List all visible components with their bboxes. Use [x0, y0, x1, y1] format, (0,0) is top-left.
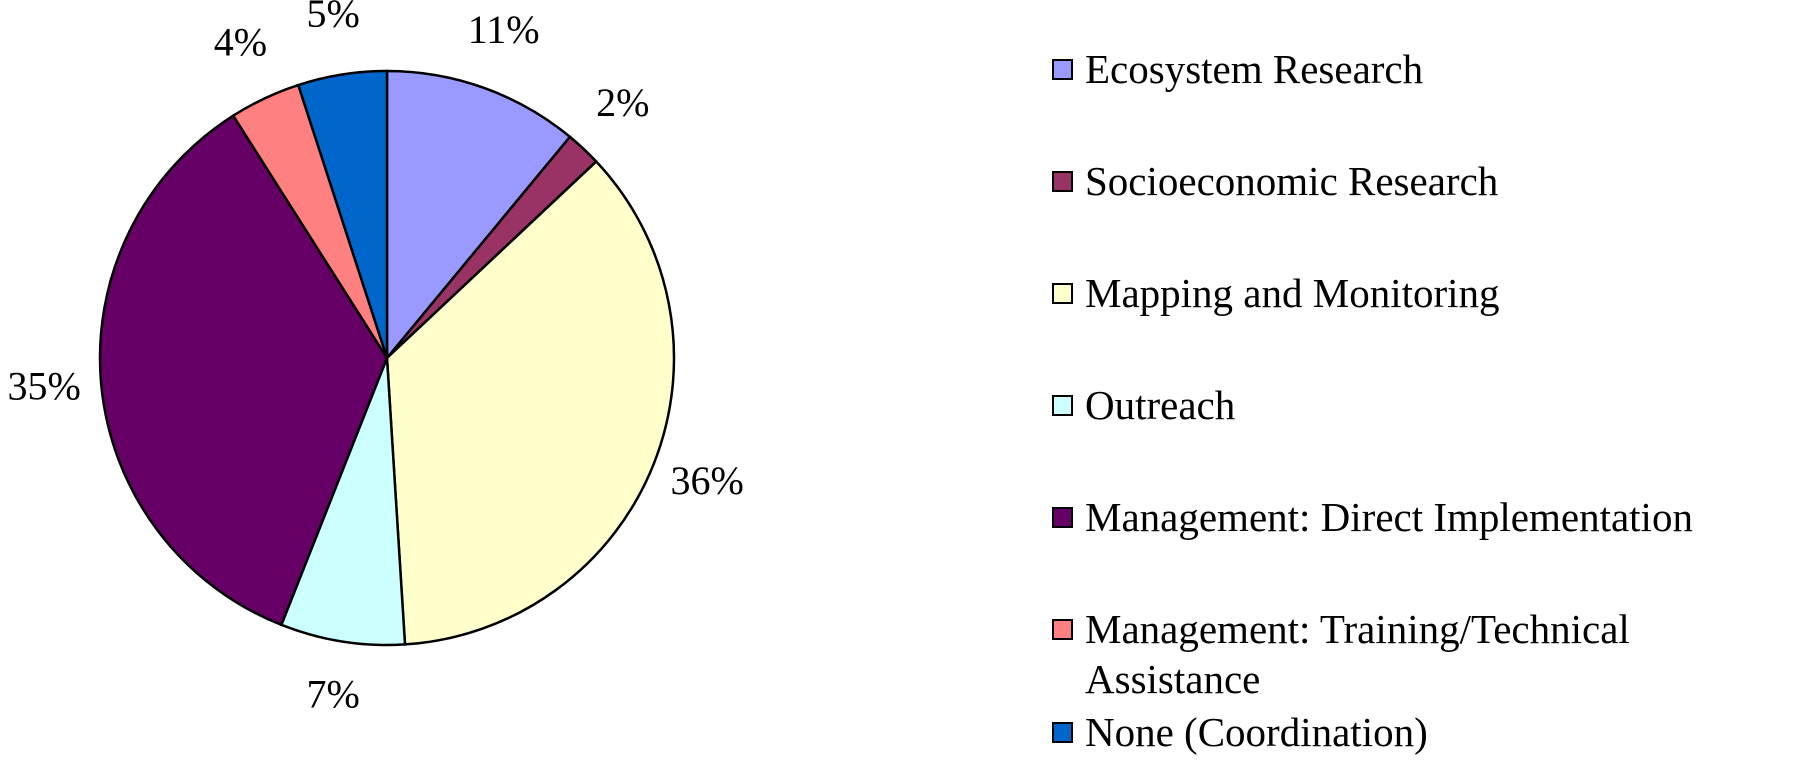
legend-label: Mapping and Monitoring [1085, 270, 1500, 316]
data-label: 36% [671, 458, 744, 503]
data-label: 7% [306, 671, 359, 716]
legend-swatch [1052, 619, 1073, 640]
legend-item: Socioeconomic Research [1052, 156, 1772, 206]
legend-swatch [1052, 395, 1073, 416]
legend-item: Ecosystem Research [1052, 44, 1772, 94]
data-label: 35% [7, 364, 80, 409]
legend-item: Outreach [1052, 380, 1772, 430]
legend-item: Mapping and Monitoring [1052, 268, 1772, 318]
legend-label: None (Coordination) [1085, 709, 1428, 755]
legend-swatch [1052, 59, 1073, 80]
data-label: 11% [468, 7, 540, 52]
data-label: 4% [214, 20, 267, 65]
chart: 11% 2% 36% 7% 35% 4% 5% [7, 0, 744, 716]
legend-label: Management: Training/Technical Assistanc… [1085, 606, 1630, 702]
legend-swatch [1052, 283, 1073, 304]
pie-slice [98, 113, 389, 627]
legend-swatch [1052, 507, 1073, 528]
pie-slice [296, 69, 389, 359]
legend-swatch [1052, 722, 1073, 743]
data-label: 5% [306, 0, 359, 36]
legend-label: Ecosystem Research [1085, 46, 1424, 92]
legend-label: Outreach [1085, 382, 1236, 428]
legend-item: Management: Training/Technical Assistanc… [1052, 604, 1772, 704]
pie-slice [385, 69, 572, 362]
legend-item: None (Coordination) [1052, 707, 1772, 757]
pie-slice [279, 357, 407, 647]
data-label: 2% [596, 80, 649, 125]
legend-swatch [1052, 171, 1073, 192]
legend-label: Socioeconomic Research [1085, 158, 1499, 204]
legend-label: Management: Direct Implementation [1085, 494, 1693, 540]
pie-slice [385, 159, 676, 646]
legend-item: Management: Direct Implementation [1052, 492, 1772, 542]
